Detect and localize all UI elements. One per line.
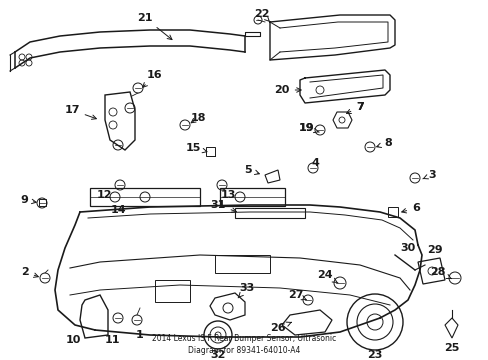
Text: 1: 1 [136,330,143,340]
Text: 20: 20 [274,85,301,95]
Text: 9: 9 [20,195,36,205]
Text: 15: 15 [185,143,206,153]
Text: 16: 16 [142,70,163,87]
Text: 13: 13 [220,190,235,200]
Text: 8: 8 [376,138,391,148]
Text: 28: 28 [429,267,450,279]
Text: 17: 17 [64,105,96,119]
Text: 30: 30 [400,243,415,253]
Text: 25: 25 [444,343,459,353]
Text: 6: 6 [401,203,419,213]
Text: 22: 22 [254,9,269,22]
Bar [39,199,45,207]
Text: 33: 33 [238,283,254,298]
Text: 14: 14 [110,205,125,215]
Text: 24: 24 [317,270,337,283]
Text: 12: 12 [96,190,112,200]
Text: 19: 19 [298,123,313,133]
Text: 21: 21 [137,13,172,40]
Bar [235,208,305,218]
Text: 31: 31 [210,200,236,212]
Text: 32: 32 [210,350,225,360]
Text: 5: 5 [244,165,259,175]
Bar [155,280,190,302]
Text: 26: 26 [270,322,291,333]
Bar [205,148,214,157]
Text: 7: 7 [346,102,363,113]
Bar [387,207,397,217]
Text: 2: 2 [21,267,38,277]
Text: 19: 19 [298,123,319,133]
Text: 23: 23 [366,350,382,360]
Text: 18: 18 [190,113,205,123]
Text: 27: 27 [287,290,306,300]
Text: 7: 7 [355,102,363,112]
Bar [220,188,285,206]
Bar [90,188,200,206]
Text: 29: 29 [427,245,442,255]
Bar [215,255,269,273]
Text: 2014 Lexus IS F Rear Bumper Sensor, Ultrasonic
Diagram for 89341-64010-A4: 2014 Lexus IS F Rear Bumper Sensor, Ultr… [152,334,335,355]
Text: 10: 10 [65,335,81,345]
Text: 4: 4 [310,158,318,168]
Text: 11: 11 [104,335,120,345]
Text: 3: 3 [422,170,435,180]
